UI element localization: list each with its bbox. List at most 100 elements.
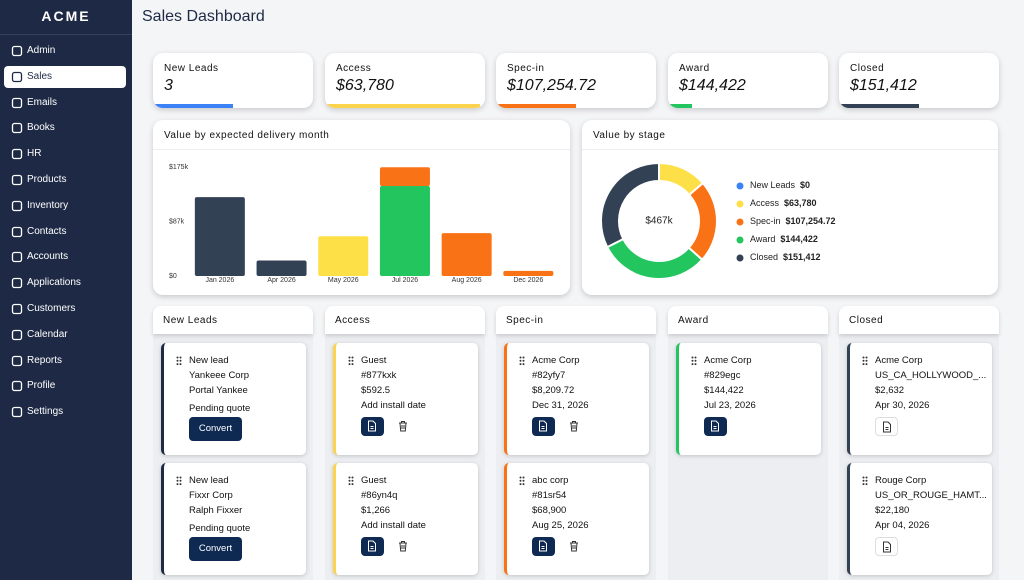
document-button[interactable] [532, 417, 555, 436]
document-icon [711, 420, 719, 432]
graphic [11, 329, 23, 340]
column-title: New Leads [163, 315, 218, 326]
delete-button[interactable] [393, 537, 412, 556]
nav-item[interactable]: Admin [4, 40, 126, 62]
kpi-label: Access [336, 63, 372, 74]
nav-item[interactable]: HR [4, 143, 126, 165]
card-line: $1,266 [361, 505, 391, 516]
card-note: Pending quote [189, 523, 251, 534]
graphic [11, 97, 23, 108]
drag-handle [691, 363, 694, 366]
nav-label: HR [27, 148, 42, 160]
card-line: Jul 23, 2026 [704, 400, 756, 411]
nav-item[interactable]: Applications [4, 272, 126, 294]
y-tick-label: $175k [169, 164, 189, 171]
nav-icon [11, 174, 23, 186]
deal-card[interactable]: Acme Corp US_CA_HOLLYWOOD_... $2,632 Apr 30… [847, 343, 992, 455]
drag-handle [348, 483, 351, 486]
graphic [348, 356, 354, 366]
deal-card[interactable]: abc corp #81sr54 $68,900 Aug 25, 2026 [504, 463, 649, 575]
drag-handle [179, 476, 182, 479]
document-icon [539, 420, 547, 432]
column-header: New Leads [153, 306, 313, 334]
graphic [399, 541, 407, 552]
convert-button[interactable]: Convert [189, 537, 242, 561]
document-button[interactable] [704, 417, 727, 436]
deal-card[interactable]: New lead Fixxr Corp Ralph Fixxer Pending qu… [161, 463, 306, 575]
nav-item[interactable]: Customers [4, 298, 126, 320]
deal-card[interactable]: New lead Yankeee Corp Portal Yankee Pending… [161, 343, 306, 455]
drag-handle [179, 356, 182, 359]
card-line: Portal Yankee [189, 385, 248, 396]
kpi-card: Award $144,422 [668, 53, 828, 108]
kpi-value: $107,254.72 [507, 77, 596, 94]
legend-swatch [736, 182, 744, 190]
delete-button[interactable] [393, 417, 412, 436]
delete-button[interactable] [564, 537, 583, 556]
document-button[interactable] [361, 537, 384, 556]
legend-value: $151,412 [783, 252, 821, 262]
deal-card[interactable]: Acme Corp #82yfy7 $8,209.72 Dec 31, 2026 [504, 343, 649, 455]
y-tick-label: $0 [169, 273, 177, 280]
drag-handle [862, 363, 865, 366]
drag-handle [348, 476, 351, 479]
drag-handle [519, 483, 522, 486]
pie-slice [687, 181, 718, 262]
graphic [176, 476, 182, 486]
deal-card[interactable]: Acme Corp #829egc $144,422 Jul 23, 2026 [676, 343, 821, 455]
graphic [176, 356, 182, 366]
divider [153, 149, 570, 150]
nav-icon [11, 123, 23, 134]
nav-label: Accounts [27, 251, 69, 263]
legend-name: New Leads [750, 180, 796, 190]
convert-button[interactable]: Convert [189, 417, 242, 441]
nav-item[interactable]: Accounts [4, 246, 126, 268]
document-button[interactable] [361, 417, 384, 436]
bar [379, 186, 430, 276]
graphic [11, 149, 23, 160]
trash-icon [399, 421, 407, 432]
drag-handle [862, 479, 865, 482]
nav-label: Contacts [27, 225, 67, 237]
deal-card[interactable]: Rouge Corp US_OR_ROUGE_HAMT... $22,180 Apr … [847, 463, 992, 575]
card-line: Rouge Corp [875, 475, 927, 486]
nav-item[interactable]: Sales [4, 65, 126, 88]
nav-item[interactable]: Reports [4, 350, 126, 372]
nav-item[interactable]: Inventory [4, 195, 126, 217]
nav-item[interactable]: Books [4, 117, 126, 139]
x-tick-label: Aug 2026 [452, 277, 482, 284]
legend-entry: Award $144,422 [750, 234, 818, 244]
document-button[interactable] [875, 537, 898, 556]
card-line: New lead [189, 475, 229, 486]
graphic [11, 252, 23, 263]
deal-card[interactable]: Guest #877kxk $592.5 Add install date [333, 343, 478, 455]
card-line: $2,632 [875, 385, 905, 396]
drag-handle [348, 479, 351, 482]
drag-handle [691, 359, 694, 362]
legend-value: $107,254.72 [786, 216, 836, 226]
nav-item[interactable]: Profile [4, 375, 126, 397]
drag-handle [348, 363, 351, 366]
kpi-value: $144,422 [679, 77, 746, 94]
document-button[interactable] [875, 417, 898, 436]
drag-handle [519, 356, 522, 359]
document-button[interactable] [532, 537, 555, 556]
chart-title: Value by stage [593, 130, 666, 141]
nav-item[interactable]: Calendar [4, 324, 126, 346]
drag-handle [862, 356, 865, 359]
deal-card[interactable]: Guest #86yn4q $1,266 Add install date [333, 463, 478, 575]
nav-item[interactable]: Settings [4, 401, 126, 423]
card-line: $144,422 [704, 385, 744, 396]
drag-handle [351, 476, 354, 479]
bar [441, 233, 492, 276]
delete-button[interactable] [564, 417, 583, 436]
kpi-card: Access $63,780 [325, 53, 485, 108]
legend-name: Access [750, 198, 780, 208]
drag-handle [865, 363, 868, 366]
card-line: Acme Corp [532, 355, 580, 366]
document-icon [883, 421, 891, 433]
nav-item[interactable]: Products [4, 169, 126, 191]
nav-item[interactable]: Contacts [4, 221, 126, 243]
nav-item[interactable]: Emails [4, 92, 126, 114]
bar [194, 197, 245, 276]
